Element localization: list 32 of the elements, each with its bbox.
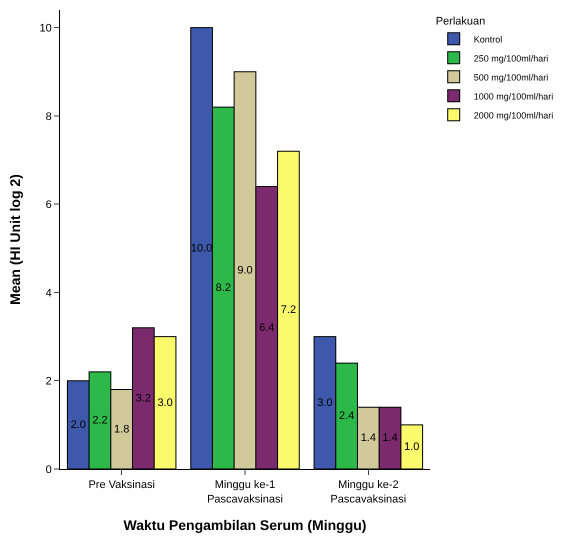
data-label: 1.4 <box>360 432 376 444</box>
x-tick-label: Minggu ke-1 Pascavaksinasi <box>207 479 283 506</box>
data-label: 1.8 <box>114 423 130 436</box>
data-label: 1.0 <box>404 440 420 453</box>
legend-label: 250 mg/100ml/hari <box>474 53 548 64</box>
data-label: 3.0 <box>157 396 173 409</box>
data-label: 9.0 <box>237 264 253 276</box>
y-tick-label: 2 <box>46 376 52 388</box>
legend-label: 500 mg/100ml/hari <box>474 72 548 82</box>
y-axis-title: Mean (HI Unit log 2) <box>7 174 24 305</box>
legend-label: Kontrol <box>474 34 502 44</box>
data-label: 7.2 <box>280 304 296 316</box>
legend-title: Perlakuan <box>436 15 486 28</box>
data-label: 10.0 <box>190 242 212 254</box>
y-tick-label: 8 <box>46 110 52 123</box>
data-label: 1.4 <box>382 432 398 444</box>
data-label: 2.0 <box>70 418 86 431</box>
data-label: 3.2 <box>136 392 152 404</box>
x-axis-title: Waktu Pengambilan Serum (Minggu) <box>124 516 366 533</box>
x-tick-label: Minggu ke-2 Pascavaksinasi <box>330 479 406 506</box>
legend-label: 2000 mg/100ml/hari <box>474 110 554 120</box>
x-tick-label: Pre Vaksinasi <box>88 479 155 492</box>
data-label: 3.0 <box>317 396 333 409</box>
legend-label: 1000 mg/100ml/hari <box>474 91 554 102</box>
y-tick-label: 4 <box>46 287 52 300</box>
data-label: 6.4 <box>259 322 274 334</box>
y-tick-label: 6 <box>46 199 52 212</box>
data-label: 8.2 <box>216 282 231 294</box>
y-tick-label: 0 <box>46 464 52 476</box>
data-label: 2.4 <box>338 410 354 422</box>
data-label: 2.2 <box>92 414 108 426</box>
y-tick-label: 10 <box>40 22 52 34</box>
